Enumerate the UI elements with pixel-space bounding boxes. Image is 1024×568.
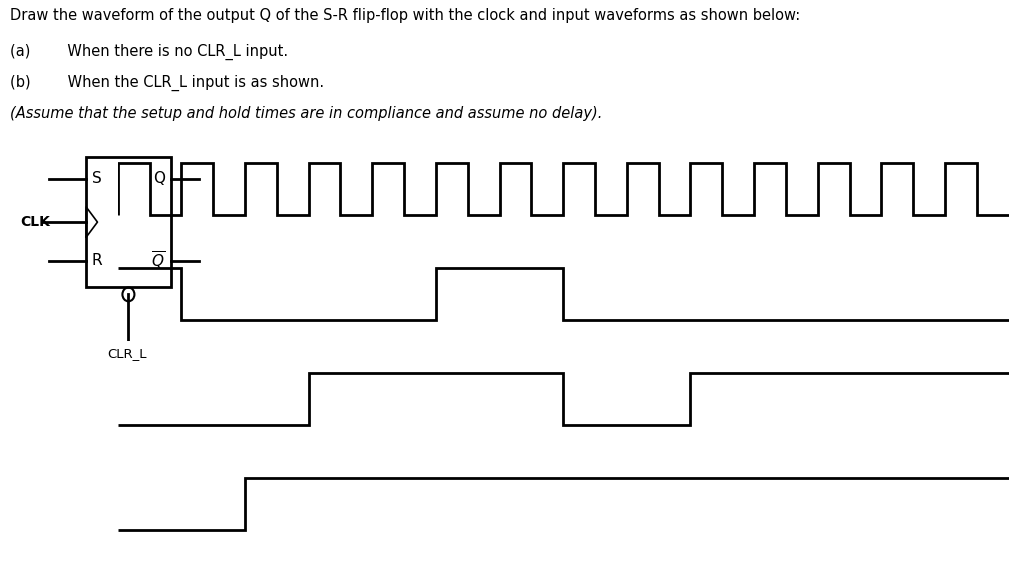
Bar	[86, 157, 171, 287]
Text: R: R	[92, 253, 102, 269]
Text: CLR_L: CLR_L	[106, 347, 146, 360]
Text: Draw the waveform of the output Q of the S-R flip-flop with the clock and input : Draw the waveform of the output Q of the…	[10, 8, 801, 23]
Text: Q: Q	[153, 172, 165, 186]
Text: $\overline{Q}$: $\overline{Q}$	[151, 250, 165, 272]
Text: S: S	[92, 172, 101, 186]
Text: (b)        When the CLR_L input is as shown.: (b) When the CLR_L input is as shown.	[10, 75, 325, 91]
Text: (a)        When there is no CLR_L input.: (a) When there is no CLR_L input.	[10, 44, 289, 60]
Text: CLK: CLK	[20, 215, 50, 229]
Text: (Assume that the setup and hold times are in compliance and assume no delay).: (Assume that the setup and hold times ar…	[10, 106, 602, 121]
